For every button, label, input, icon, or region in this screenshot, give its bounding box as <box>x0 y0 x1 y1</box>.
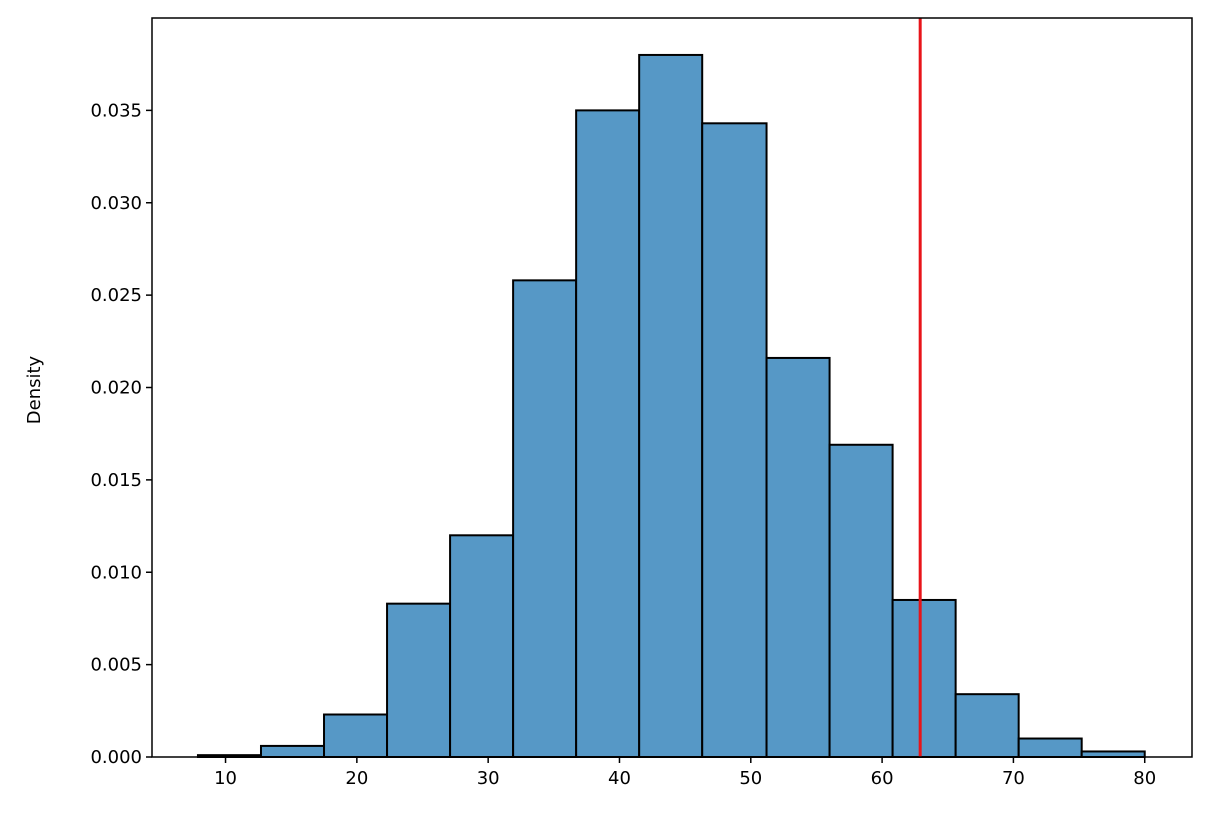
bar <box>575 109 641 758</box>
bar <box>449 534 515 758</box>
bar <box>954 693 1020 758</box>
y-axis-label: Density <box>24 355 45 424</box>
bar <box>701 122 768 759</box>
x-tick-label: 30 <box>477 768 500 789</box>
bar <box>323 713 389 759</box>
y-tick-label: 0.005 <box>90 655 142 676</box>
bar <box>1080 750 1146 759</box>
y-tick-label: 0.020 <box>90 378 142 399</box>
x-tick-label: 80 <box>1133 768 1156 789</box>
y-tick-label: 0.035 <box>90 100 142 121</box>
bar <box>638 53 704 758</box>
y-tick-label: 0.015 <box>90 470 142 491</box>
bar <box>1017 737 1083 759</box>
x-tick-label: 70 <box>1002 768 1025 789</box>
bar <box>386 602 452 758</box>
y-tick-label: 0.030 <box>90 193 142 214</box>
y-tick-label: 0.010 <box>90 562 142 583</box>
y-tick-label: 0.025 <box>90 285 142 306</box>
x-tick-label: 50 <box>739 768 762 789</box>
y-tick-label: 0.000 <box>90 747 142 768</box>
x-tick-label: 10 <box>214 768 237 789</box>
x-tick-label: 20 <box>345 768 368 789</box>
bar <box>828 443 894 758</box>
x-tick-label: 40 <box>608 768 631 789</box>
x-tick-label: 60 <box>871 768 894 789</box>
bar <box>512 279 578 758</box>
bar <box>765 356 831 758</box>
bar <box>259 744 326 758</box>
bar <box>891 598 957 759</box>
